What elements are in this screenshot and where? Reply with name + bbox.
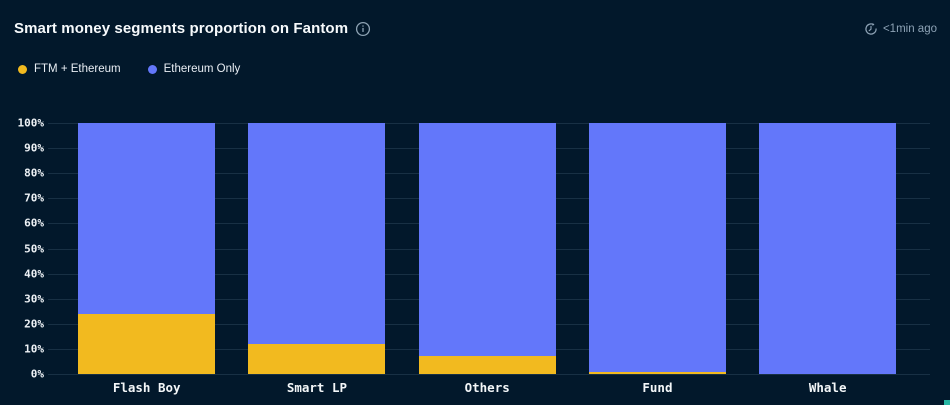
refresh-clock-icon[interactable]: [864, 22, 878, 36]
last-updated: <1min ago: [864, 22, 937, 36]
y-axis-tick-label: 70%: [24, 191, 44, 205]
corner-accent: [944, 400, 950, 405]
bar-segment-ftm-ethereum[interactable]: [78, 313, 216, 374]
y-axis-tick-label: 80%: [24, 166, 44, 180]
legend-label: FTM + Ethereum: [34, 63, 121, 75]
y-axis-tick-label: 20%: [24, 317, 44, 331]
bar-segment-ethereum-only[interactable]: [759, 123, 897, 374]
y-axis-tick-label: 100%: [17, 116, 45, 130]
bar-fund[interactable]: [588, 123, 726, 374]
bar-segment-ethereum-only[interactable]: [248, 123, 386, 344]
y-axis: 0% 10% 20% 30% 40% 50% 60% 70% 80% 90% 100%: [0, 117, 45, 381]
x-axis: Flash Boy Smart LP Others Fund Whale: [48, 380, 930, 400]
y-axis-tick-label: 40%: [24, 267, 44, 281]
bar-segment-ftm-ethereum[interactable]: [588, 371, 726, 374]
y-axis-tick-label: 30%: [24, 292, 44, 306]
bar-segment-ftm-ethereum[interactable]: [248, 343, 386, 374]
plot-area: [48, 123, 930, 375]
legend-label: Ethereum Only: [163, 63, 241, 75]
y-axis-tick-label: 90%: [24, 141, 44, 155]
last-updated-label: <1min ago: [882, 23, 937, 35]
bar-whale[interactable]: [759, 123, 897, 374]
x-axis-label-smart-lp: Smart LP: [286, 380, 348, 395]
y-axis-tick-label: 0%: [30, 367, 44, 381]
x-axis-label-whale: Whale: [808, 380, 847, 395]
x-axis-label-fund: Fund: [642, 380, 673, 395]
bar-segment-ethereum-only[interactable]: [588, 123, 726, 372]
y-axis-tick-label: 50%: [24, 242, 44, 255]
x-axis-label-flash-boy: Flash Boy: [112, 380, 181, 395]
legend: FTM + Ethereum Ethereum Only: [18, 63, 240, 75]
legend-item-ftm-ethereum[interactable]: FTM + Ethereum: [18, 63, 121, 75]
y-axis-tick-label: 10%: [24, 342, 44, 356]
bar-segment-ethereum-only[interactable]: [78, 123, 216, 314]
legend-item-ethereum-only[interactable]: Ethereum Only: [147, 63, 241, 75]
bar-others[interactable]: [418, 123, 556, 374]
header: Smart money segments proportion on Fanto…: [14, 20, 371, 37]
info-circle-icon[interactable]: [355, 21, 371, 37]
gridline: [48, 374, 930, 375]
bar-segment-ethereum-only[interactable]: [418, 123, 556, 357]
bar-segment-ftm-ethereum[interactable]: [418, 356, 556, 374]
legend-dot: [147, 64, 157, 74]
legend-dot: [18, 64, 27, 74]
y-axis-tick-label: 60%: [24, 216, 44, 230]
x-axis-label-others: Others: [464, 380, 510, 395]
bar-smart-lp[interactable]: [248, 123, 386, 374]
bar-flash-boy[interactable]: [78, 123, 216, 374]
page-title: Smart money segments proportion on Fanto…: [14, 20, 349, 37]
